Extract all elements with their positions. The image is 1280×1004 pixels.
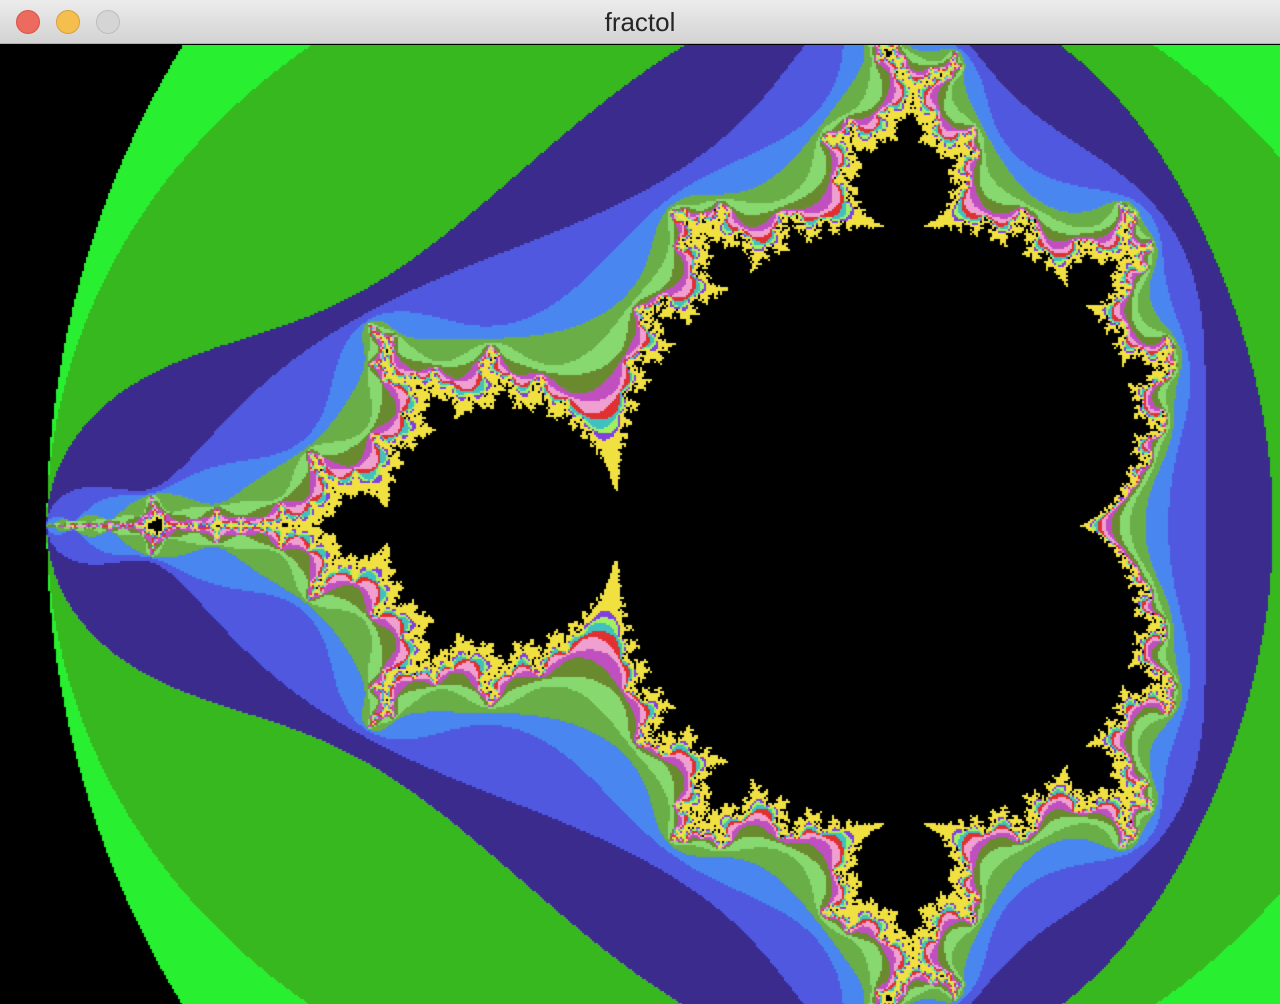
zoom-button[interactable] [96, 10, 120, 34]
window-title: fractol [604, 7, 676, 37]
fractal-viewport[interactable] [0, 45, 1280, 1004]
mandelbrot-canvas[interactable] [0, 45, 1280, 1004]
close-button[interactable] [16, 10, 40, 34]
minimize-button[interactable] [56, 10, 80, 34]
title-bar[interactable]: fractol [0, 0, 1280, 44]
